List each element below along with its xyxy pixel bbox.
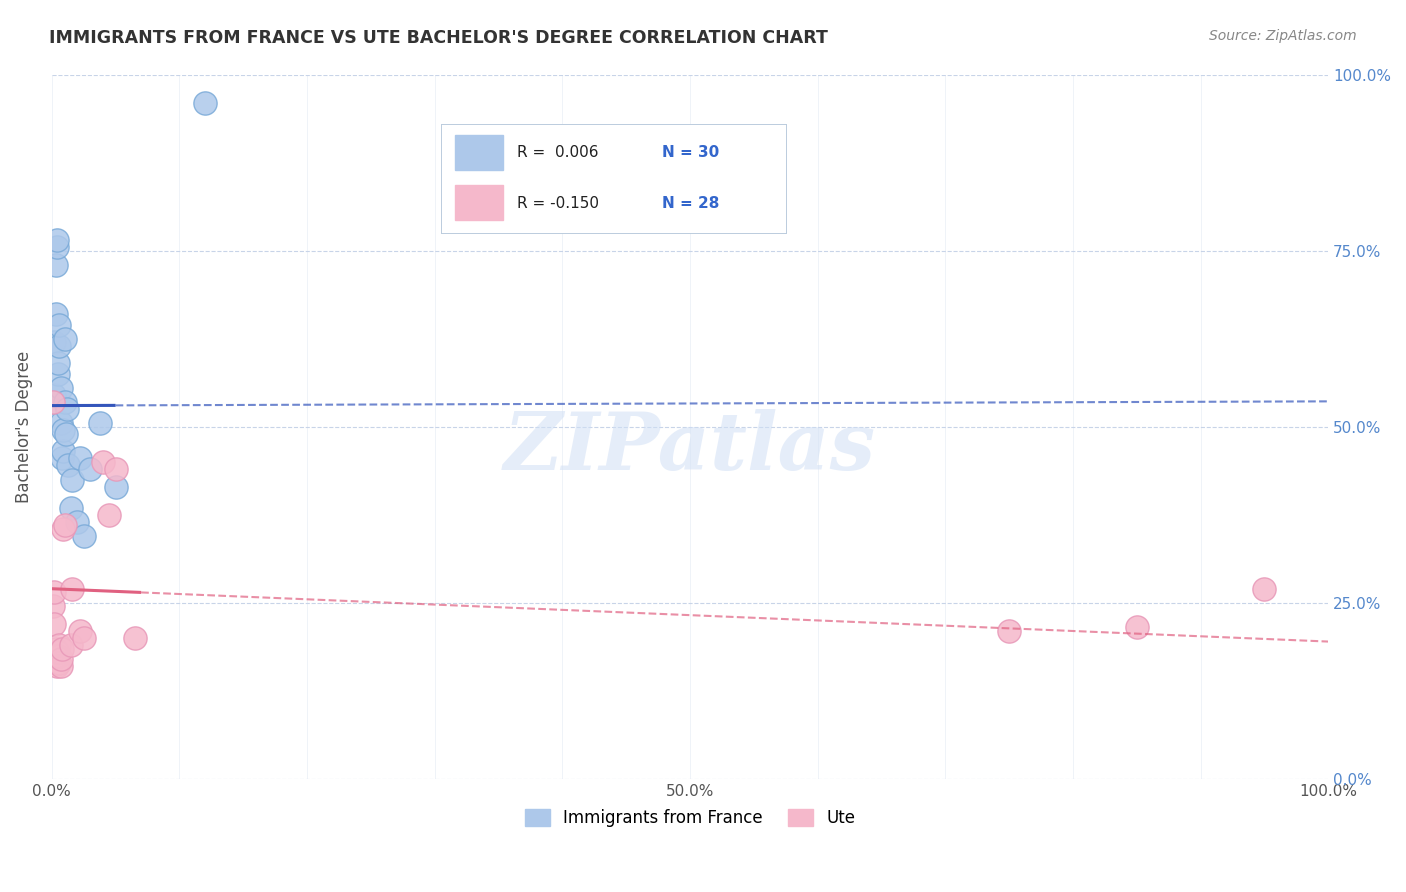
Point [45, 307, 67, 321]
Point [46, 648, 69, 663]
Text: Source: ZipAtlas.com: Source: ZipAtlas.com [1209, 29, 1357, 44]
Point [44, 616, 66, 631]
Point [46, 356, 69, 370]
Point [124, 631, 146, 645]
Point [73, 529, 96, 543]
Point [52, 522, 75, 536]
Point [53, 395, 76, 409]
Point [45, 258, 67, 272]
Point [56, 402, 79, 417]
Point [45, 659, 67, 673]
Point [69, 624, 91, 638]
Point [91, 455, 114, 469]
Point [45, 648, 67, 663]
Point [55, 426, 77, 441]
Point [73, 631, 96, 645]
Text: IMMIGRANTS FROM FRANCE VS UTE BACHELOR'S DEGREE CORRELATION CHART: IMMIGRANTS FROM FRANCE VS UTE BACHELOR'S… [49, 29, 828, 47]
Point [48, 656, 70, 670]
Point [44, 585, 66, 599]
Point [89, 416, 111, 430]
Point [1125, 620, 1147, 634]
Point [104, 462, 127, 476]
Point [42, 395, 65, 409]
Point [60, 473, 83, 487]
Point [59, 638, 82, 652]
Point [79, 462, 101, 476]
Point [194, 95, 217, 110]
Point [104, 480, 127, 494]
Point [59, 500, 82, 515]
Point [45, 656, 67, 670]
Point [49, 416, 72, 430]
Point [52, 423, 75, 437]
Point [51, 451, 73, 466]
Point [49, 652, 72, 666]
Point [53, 518, 76, 533]
Point [98, 508, 121, 522]
Point [58, 458, 80, 473]
Point [1253, 582, 1275, 596]
Point [998, 624, 1021, 638]
Point [52, 444, 75, 458]
Point [45, 233, 67, 247]
Point [42, 599, 65, 614]
Point [46, 367, 69, 381]
Point [42, 395, 65, 409]
Point [46, 645, 69, 659]
Point [69, 451, 91, 466]
Point [53, 332, 76, 346]
Point [51, 641, 73, 656]
Point [66, 515, 89, 529]
Text: ZIPatlas: ZIPatlas [503, 409, 876, 487]
Legend: Immigrants from France, Ute: Immigrants from France, Ute [519, 803, 862, 834]
Point [49, 381, 72, 395]
Point [44, 388, 66, 402]
Point [44, 335, 66, 350]
Point [45, 240, 67, 254]
Point [48, 638, 70, 652]
Point [48, 318, 70, 332]
Y-axis label: Bachelor's Degree: Bachelor's Degree [15, 351, 32, 503]
Point [45, 641, 67, 656]
Point [60, 582, 83, 596]
Point [49, 659, 72, 673]
Point [48, 339, 70, 353]
